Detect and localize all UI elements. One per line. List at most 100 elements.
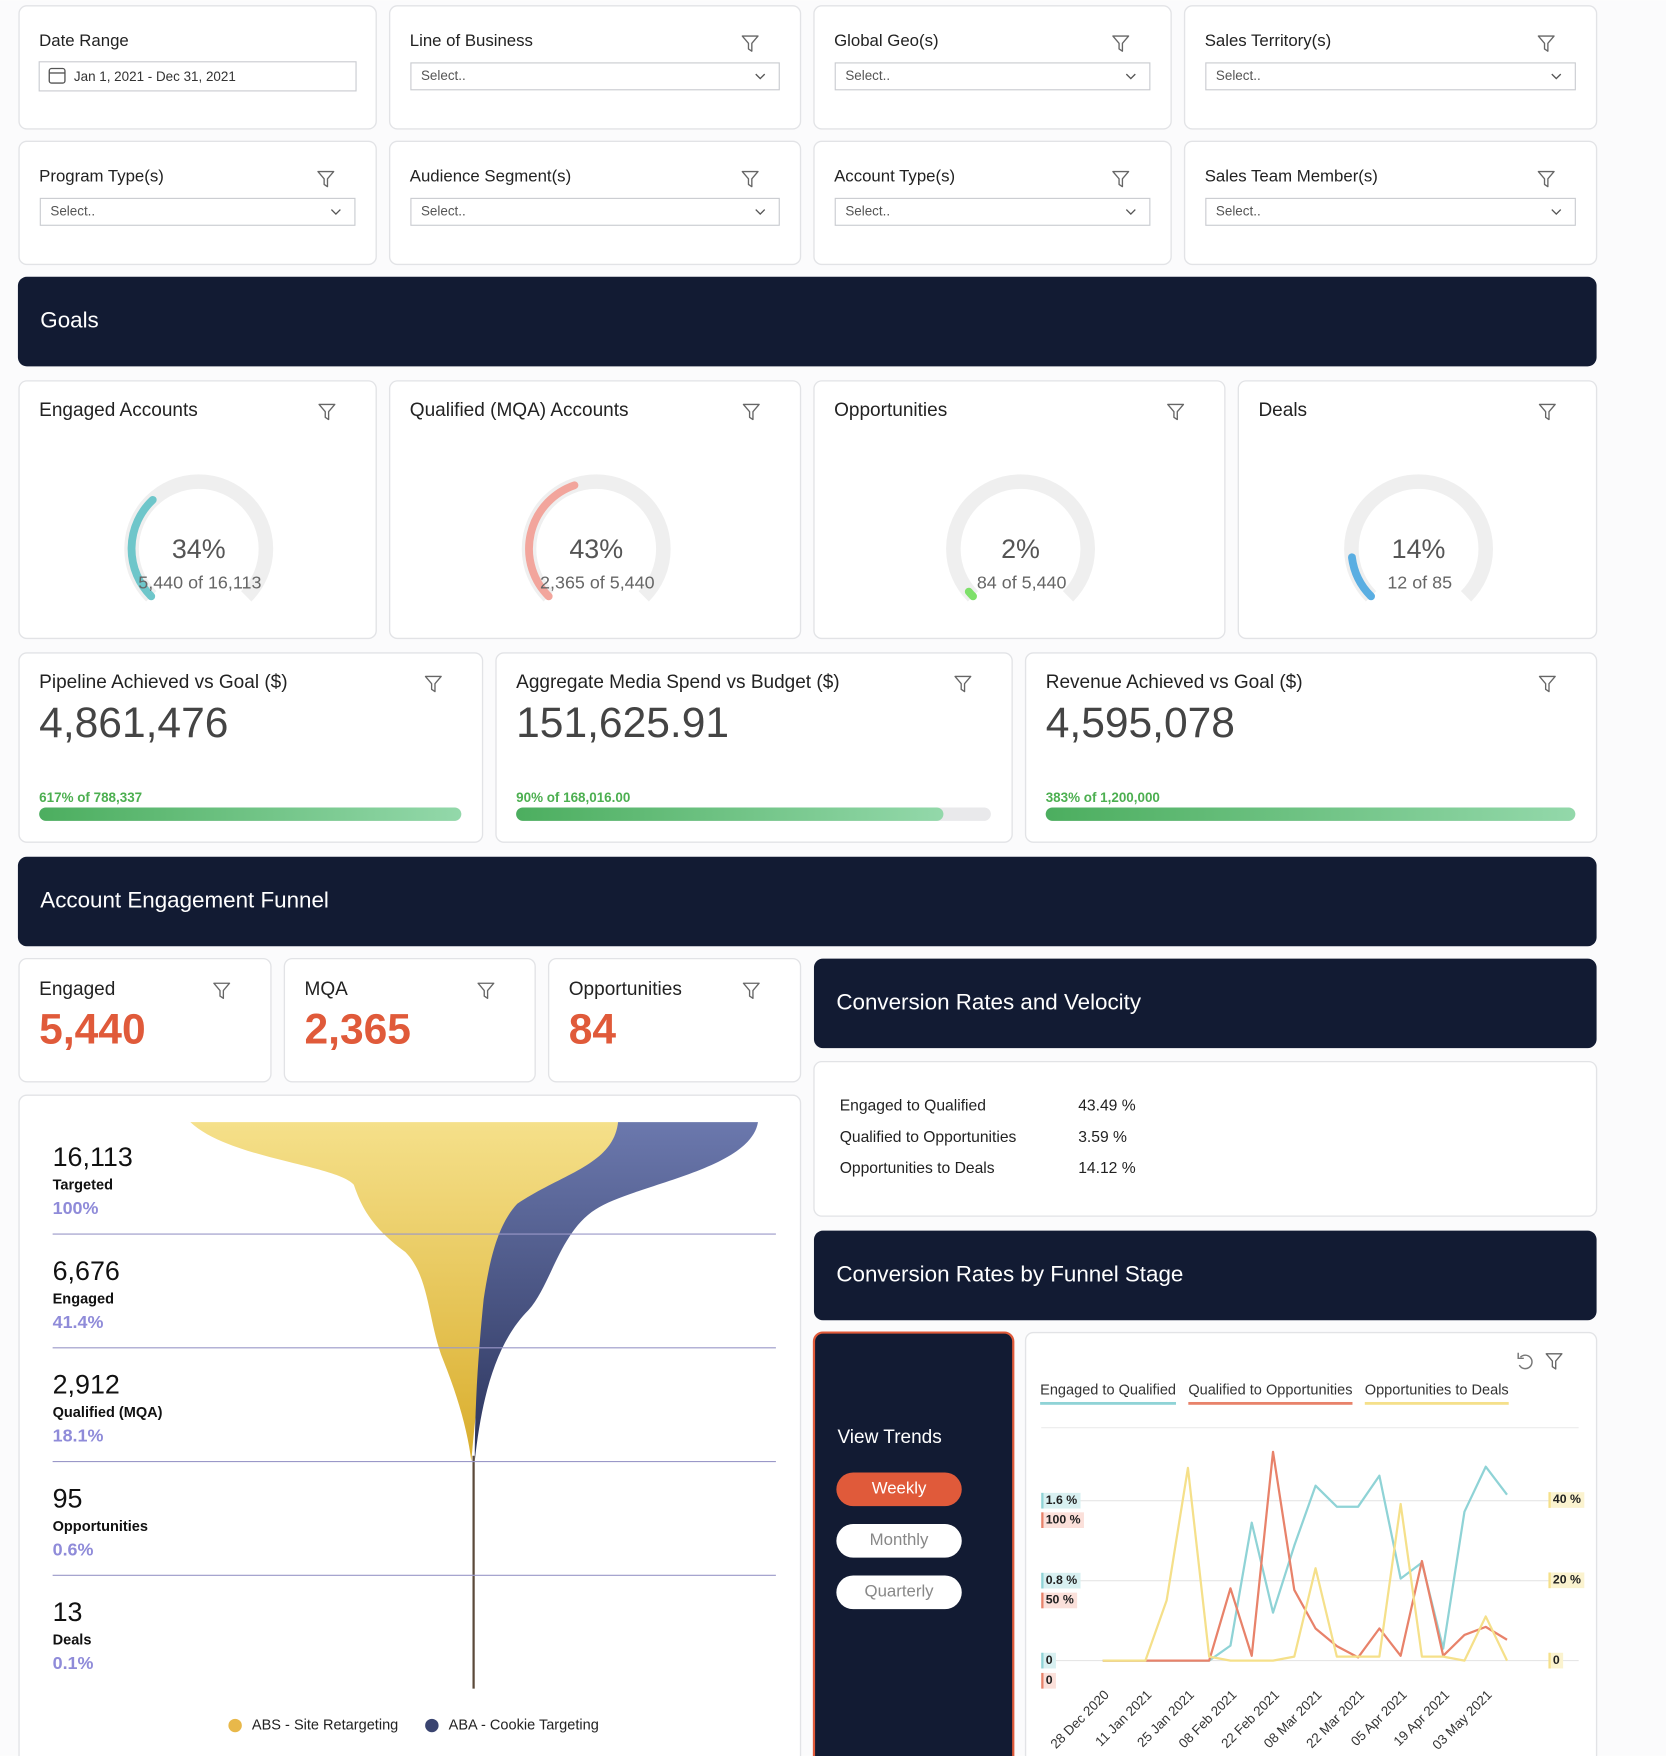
legend-label: Opportunities to Deals — [1365, 1383, 1509, 1399]
filter-icon[interactable] — [741, 35, 759, 52]
dropdown[interactable] — [410, 62, 780, 91]
tick-badge-edge — [1041, 1572, 1044, 1589]
gauge-arc — [1347, 553, 1375, 601]
trend-button[interactable] — [836, 1472, 962, 1507]
stage-name: Opportunities — [53, 1519, 148, 1535]
stage-share: 18.1% — [53, 1426, 104, 1446]
conversion-label: Qualified to Opportunities — [840, 1129, 1017, 1146]
section-header — [813, 958, 1597, 1049]
dropdown-placeholder: Select.. — [845, 68, 890, 83]
filter-icon[interactable] — [424, 675, 442, 693]
filter-icon[interactable] — [741, 170, 759, 188]
gauge-percent: 43% — [569, 534, 623, 564]
conversion-card — [813, 1060, 1598, 1217]
chevron — [1551, 209, 1562, 216]
tick-badge-edge — [1041, 1672, 1044, 1689]
conversion-label: Opportunities to Deals — [840, 1160, 995, 1177]
kpi-progress-label: 383% of 1,200,000 — [1046, 790, 1160, 805]
legend-label: Qualified to Opportunities — [1188, 1383, 1352, 1399]
tick-badge — [1041, 1512, 1084, 1528]
filter-icon[interactable] — [1545, 1353, 1563, 1370]
tick-badge-edge — [1041, 1592, 1044, 1609]
kpi-title: Revenue Achieved vs Goal ($) — [1046, 672, 1303, 693]
tick-badge — [1041, 1652, 1056, 1669]
filter-icon[interactable] — [477, 982, 495, 1000]
filter-icon[interactable] — [1112, 170, 1130, 188]
y-tick-label: 0.8 % — [1046, 1573, 1078, 1587]
legend-label: ABA - Cookie Targeting — [449, 1717, 599, 1733]
gauge-detail: 84 of 5,440 — [977, 572, 1067, 592]
chevron — [1125, 209, 1136, 216]
y-tick-label: 0 — [1046, 1653, 1053, 1667]
filter-icon[interactable] — [213, 982, 231, 1000]
dropdown[interactable] — [1205, 62, 1576, 91]
dropdown-placeholder: Select.. — [50, 203, 95, 218]
count-label: Opportunities — [569, 979, 682, 1000]
legend-dot — [425, 1718, 439, 1733]
gauge-card — [388, 380, 802, 640]
funnel-shape — [474, 1122, 758, 1462]
filter-icon[interactable] — [954, 675, 972, 693]
tick-badge-edge — [1548, 1652, 1551, 1669]
legend-underline — [1188, 1401, 1353, 1405]
dropdown[interactable] — [410, 197, 780, 226]
filter-icon[interactable] — [742, 982, 760, 1000]
dropdown[interactable] — [1205, 197, 1576, 226]
conversion-value: 43.49 % — [1078, 1098, 1136, 1115]
refresh-icon[interactable] — [1517, 1352, 1533, 1370]
y-tick-label: 0 — [1046, 1673, 1053, 1687]
filter-label: Date Range — [39, 31, 129, 50]
dropdown[interactable] — [834, 62, 1151, 91]
calendar-icon — [48, 67, 66, 84]
gauge-card — [1237, 380, 1598, 640]
progress-bar — [1045, 807, 1576, 821]
trend-button[interactable] — [836, 1575, 962, 1610]
y-tick-label: 100 % — [1046, 1512, 1081, 1526]
tick-badge-edge — [1548, 1492, 1551, 1508]
gauge-percent: 2% — [1001, 534, 1040, 564]
kpi-card — [18, 652, 484, 843]
tick-badge-edge — [1041, 1492, 1044, 1509]
filter-label: Sales Team Member(s) — [1205, 167, 1378, 186]
funnel-shape — [190, 1122, 619, 1462]
filter-icon[interactable] — [1538, 675, 1556, 693]
filter-icon[interactable] — [1537, 170, 1555, 188]
dropdown[interactable] — [39, 197, 356, 226]
section-header — [17, 856, 1597, 947]
chevron — [755, 73, 766, 80]
filter-icon[interactable] — [1112, 35, 1130, 52]
trend-button-label: Quarterly — [865, 1582, 935, 1601]
dropdown-placeholder: Select.. — [1216, 203, 1261, 218]
stage-share: 0.1% — [53, 1653, 94, 1673]
count-card — [18, 957, 272, 1083]
y-tick-label: 40 % — [1553, 1492, 1581, 1506]
tick-badge — [1041, 1672, 1056, 1689]
legend-label: ABS - Site Retargeting — [252, 1717, 398, 1733]
filter-icon[interactable] — [1538, 403, 1556, 421]
kpi-card — [495, 652, 1013, 843]
legend-dot — [228, 1718, 242, 1733]
filter-icon[interactable] — [318, 403, 336, 421]
count-label: MQA — [305, 979, 349, 1000]
kpi-title: Aggregate Media Spend vs Budget ($) — [516, 672, 839, 693]
dropdown-placeholder: Select.. — [845, 203, 890, 218]
filter-icon[interactable] — [742, 403, 760, 421]
date-input[interactable] — [38, 61, 357, 92]
chevron — [1551, 73, 1562, 80]
gauge-percent: 34% — [172, 534, 226, 564]
trend-button[interactable] — [836, 1524, 962, 1558]
gauge-detail: 12 of 85 — [1387, 572, 1452, 592]
filter-icon[interactable] — [1167, 403, 1185, 421]
stage-name: Deals — [53, 1633, 92, 1649]
kpi-value: 4,861,476 — [39, 699, 228, 747]
stage-share: 41.4% — [53, 1312, 104, 1332]
date-value: Jan 1, 2021 - Dec 31, 2021 — [74, 69, 236, 84]
filter-icon[interactable] — [1537, 35, 1555, 52]
tick-badge — [1041, 1592, 1078, 1609]
trend-button-label: Monthly — [870, 1530, 929, 1549]
tick-badge — [1548, 1572, 1585, 1589]
filter-icon[interactable] — [317, 170, 335, 188]
dropdown[interactable] — [834, 197, 1151, 226]
kpi-title: Pipeline Achieved vs Goal ($) — [39, 672, 287, 693]
stage-value: 2,912 — [53, 1370, 120, 1400]
